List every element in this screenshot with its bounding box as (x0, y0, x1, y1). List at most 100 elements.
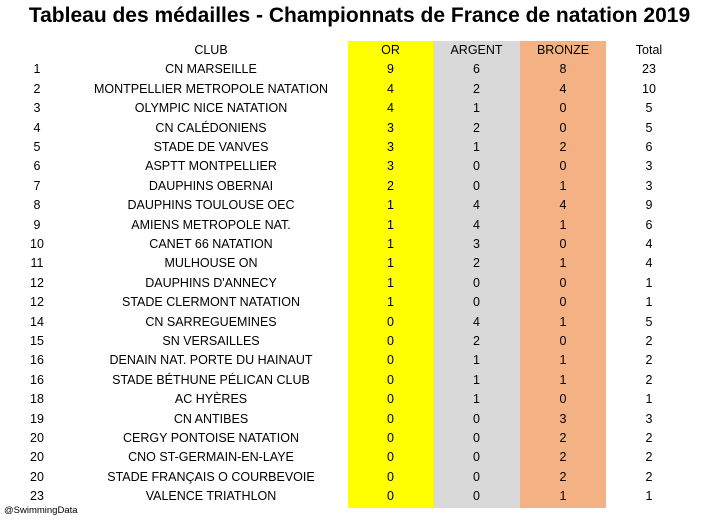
total-cell: 2 (645, 431, 653, 445)
header-rank (0, 41, 74, 60)
table-row: 12 DAUPHINS D'ANNECY 1 0 0 1 (0, 274, 719, 293)
total-cell: 1 (645, 275, 653, 290)
or-cell: 0 (387, 334, 394, 348)
header-bronze: BRONZE (536, 43, 590, 57)
or-cell: 1 (387, 237, 394, 251)
argent-cell: 0 (473, 275, 480, 290)
rank-cell: 20 (30, 469, 44, 484)
rank-cell: 1 (33, 62, 41, 77)
total-cell: 1 (645, 489, 653, 504)
rank-cell: 9 (33, 217, 41, 232)
or-cell: 1 (387, 256, 394, 271)
bronze-cell: 0 (559, 392, 567, 407)
or-cell: 0 (387, 431, 394, 445)
bronze-cell: 0 (559, 237, 567, 251)
or-cell: 0 (387, 450, 394, 465)
argent-cell: 0 (473, 469, 480, 484)
or-cell: 0 (387, 314, 394, 329)
table-row: 9 AMIENS METROPOLE NAT. 1 4 1 6 (0, 216, 719, 235)
rank-cell: 16 (30, 353, 44, 368)
total-cell: 4 (645, 237, 653, 251)
total-cell: 3 (645, 178, 653, 193)
total-cell: 1 (645, 392, 653, 407)
header-club: CLUB (194, 43, 228, 57)
bronze-cell: 2 (559, 450, 567, 465)
argent-cell: 2 (473, 334, 480, 348)
bronze-cell: 4 (559, 81, 567, 96)
argent-cell: 1 (473, 101, 480, 116)
total-cell: 9 (645, 198, 653, 213)
argent-cell: 1 (473, 353, 480, 368)
bronze-cell: 1 (559, 217, 567, 232)
table-header-row: CLUB OR ARGENT BRONZE Total (0, 41, 719, 60)
total-cell: 10 (642, 81, 656, 96)
bronze-cell: 2 (559, 140, 567, 154)
table-row: 23 VALENCE TRIATHLON 0 0 1 1 (0, 487, 719, 506)
argent-cell: 4 (473, 314, 480, 329)
club-cell: STADE FRANÇAIS O COURBEVOIE (107, 469, 315, 484)
club-cell: MULHOUSE ON (164, 256, 258, 271)
table-row: 1 CN MARSEILLE 9 6 8 23 (0, 60, 719, 79)
bronze-cell: 0 (559, 120, 567, 135)
or-cell: 0 (387, 469, 394, 484)
header-total: Total (635, 43, 663, 57)
bronze-cell: 0 (559, 275, 567, 290)
or-cell: 0 (387, 411, 394, 426)
table-row: 14 CN SARREGUEMINES 0 4 1 5 (0, 313, 719, 332)
or-cell: 1 (387, 217, 394, 232)
total-cell: 5 (645, 314, 653, 329)
club-cell: CN CALÉDONIENS (155, 120, 267, 135)
total-cell: 3 (645, 159, 653, 174)
table-row: 18 AC HYÈRES 0 1 0 1 (0, 390, 719, 409)
rank-cell: 20 (30, 450, 44, 465)
table-row: 3 OLYMPIC NICE NATATION 4 1 0 5 (0, 99, 719, 118)
bronze-column-background (520, 41, 606, 508)
argent-cell: 0 (473, 431, 480, 445)
bronze-cell: 3 (559, 411, 567, 426)
club-cell: STADE DE VANVES (153, 140, 269, 154)
rank-cell: 14 (30, 314, 44, 329)
club-cell: DAUPHINS D'ANNECY (145, 275, 277, 290)
argent-cell: 2 (473, 120, 480, 135)
bronze-cell: 4 (559, 198, 567, 213)
argent-cell: 6 (473, 62, 480, 77)
total-cell: 4 (645, 256, 653, 271)
rank-cell: 7 (33, 178, 41, 193)
table-row: 16 DENAIN NAT. PORTE DU HAINAUT 0 1 1 2 (0, 351, 719, 370)
or-cell: 3 (387, 120, 394, 135)
table-row: 11 MULHOUSE ON 1 2 1 4 (0, 254, 719, 273)
club-cell: VALENCE TRIATHLON (145, 489, 277, 504)
header-argent: ARGENT (450, 43, 503, 57)
or-cell: 1 (387, 275, 394, 290)
rank-cell: 16 (30, 372, 44, 387)
or-cell: 4 (387, 81, 394, 96)
club-cell: MONTPELLIER METROPOLE NATATION (93, 81, 329, 96)
club-cell: DAUPHINS TOULOUSE OEC (127, 198, 295, 213)
club-cell: CNO ST-GERMAIN-EN-LAYE (128, 450, 294, 465)
or-cell: 4 (387, 101, 394, 116)
total-cell: 2 (645, 353, 653, 368)
bronze-cell: 2 (559, 469, 567, 484)
total-cell: 23 (642, 62, 656, 77)
total-cell: 5 (645, 120, 653, 135)
rank-cell: 23 (30, 489, 44, 504)
club-cell: CN ANTIBES (173, 411, 249, 426)
bronze-cell: 1 (559, 353, 567, 368)
bronze-cell: 8 (559, 62, 567, 77)
table-row: 20 STADE FRANÇAIS O COURBEVOIE 0 0 2 2 (0, 468, 719, 487)
rank-cell: 8 (33, 198, 41, 213)
or-cell: 1 (387, 295, 394, 310)
club-cell: OLYMPIC NICE NATATION (134, 101, 288, 116)
bronze-cell: 1 (559, 256, 567, 271)
or-column-background (348, 41, 433, 508)
rank-cell: 6 (33, 159, 41, 174)
or-cell: 0 (387, 392, 394, 407)
rank-cell: 10 (30, 237, 44, 251)
argent-cell: 0 (473, 159, 480, 174)
or-cell: 2 (387, 178, 394, 193)
table-row: 7 DAUPHINS OBERNAI 2 0 1 3 (0, 177, 719, 196)
argent-cell: 2 (473, 81, 480, 96)
argent-cell: 0 (473, 489, 480, 504)
rank-cell: 20 (30, 431, 44, 445)
club-cell: AC HYÈRES (174, 392, 248, 407)
